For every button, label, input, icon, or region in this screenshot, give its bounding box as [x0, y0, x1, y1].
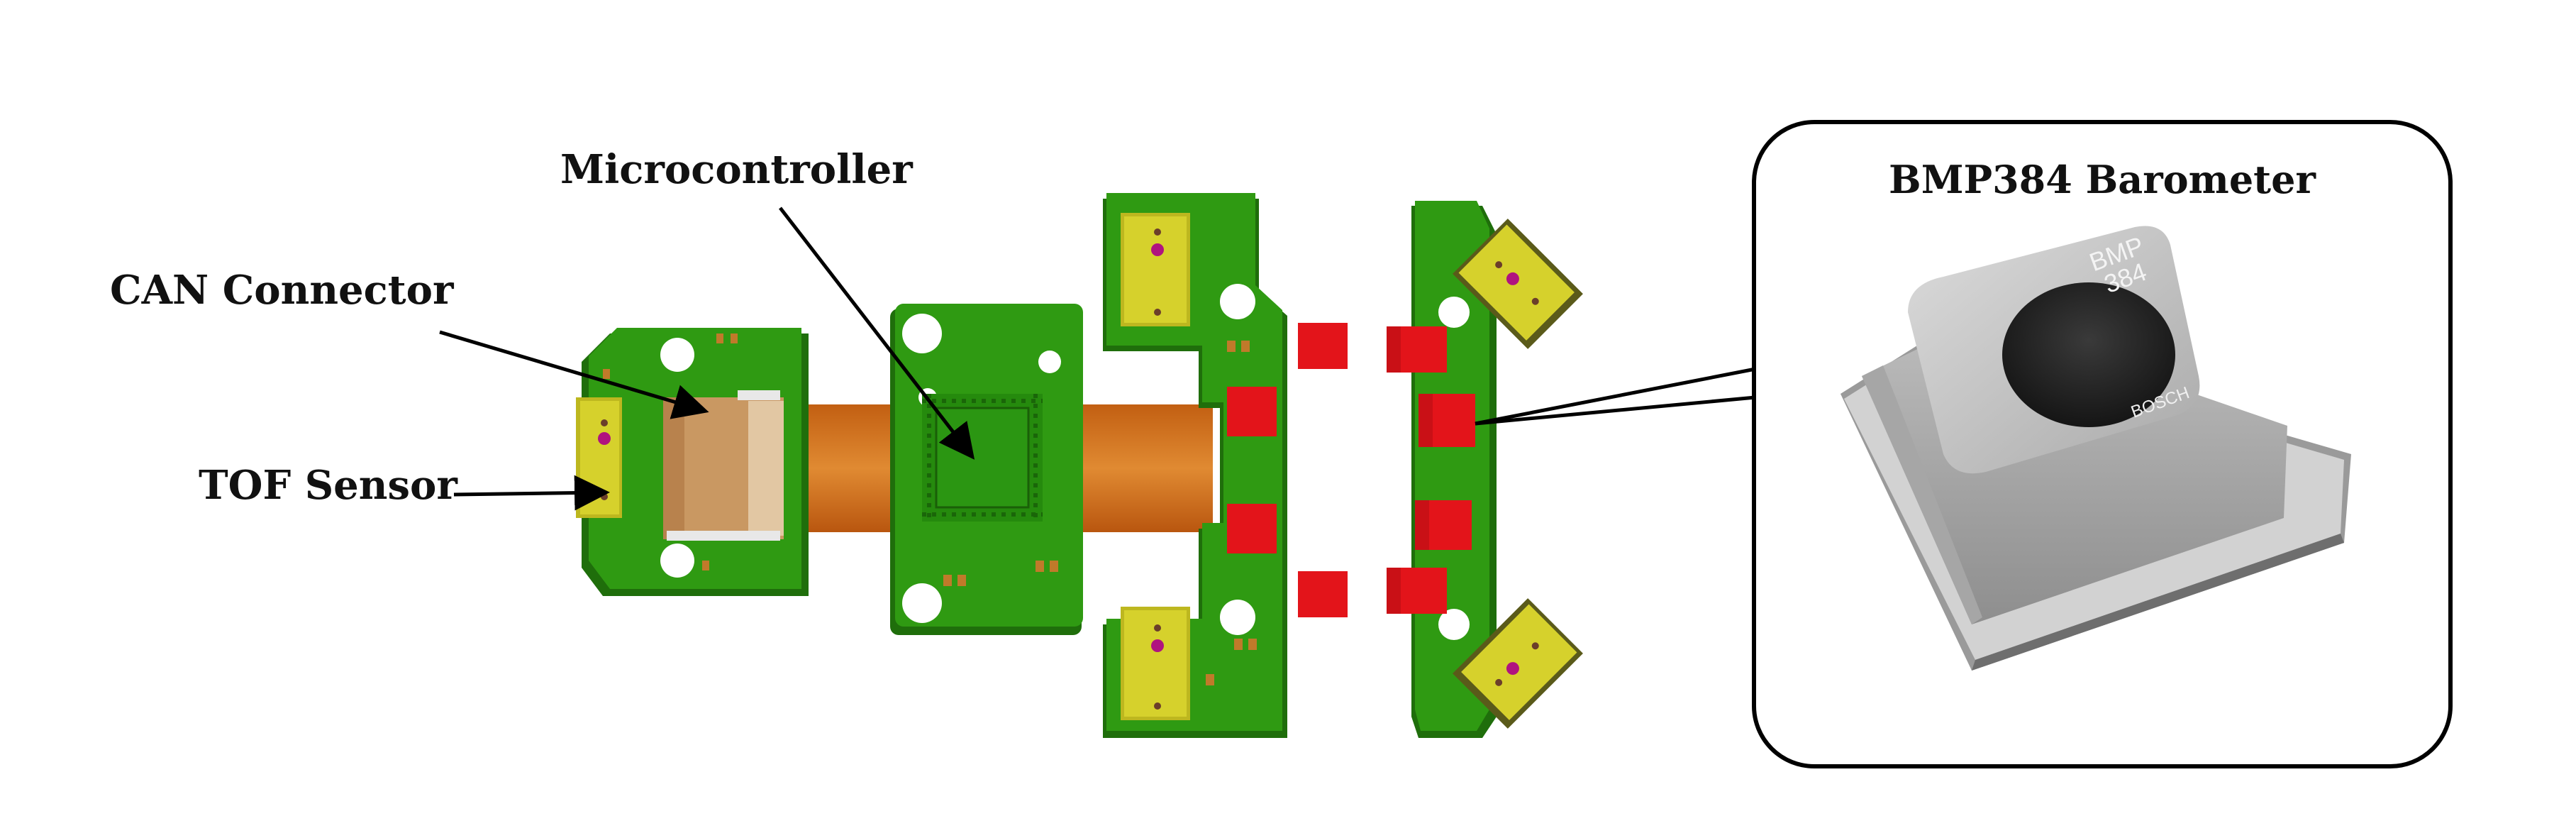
label-microcontroller: Microcontroller — [560, 146, 914, 193]
callout-line-lower — [1475, 395, 1756, 426]
flex-cable-left — [794, 404, 908, 532]
barometer-title: BMP384 Barometer — [1889, 157, 2316, 202]
red-component — [1298, 323, 1348, 369]
red-component — [1298, 571, 1348, 617]
label-can-connector: CAN Connector — [110, 267, 455, 314]
barometer-port — [2002, 282, 2175, 427]
arrow-can-connector — [439, 330, 709, 419]
red-component — [1227, 387, 1277, 436]
tof-sensor-top — [1121, 213, 1190, 326]
arrow-tof-sensor — [453, 475, 610, 511]
pcb-assembly — [576, 193, 1583, 738]
tof-sensor-bottom — [1121, 607, 1190, 720]
label-tof-sensor: TOF Sensor — [199, 462, 458, 509]
tof-sensor-angled-bottom — [1453, 598, 1583, 729]
tof-sensor — [576, 397, 622, 518]
red-component — [1227, 504, 1277, 553]
side-board — [1387, 201, 1583, 738]
bmp384-chip: BMP 384 BOSCH — [1841, 226, 2351, 671]
tof-sensor-angled-top — [1453, 219, 1583, 349]
arrow-microcontroller — [779, 206, 975, 460]
can-connector — [663, 390, 784, 541]
barometer-inset: BMP384 Barometer BMP 384 BOSCH — [1752, 120, 2453, 768]
left-board — [576, 328, 809, 596]
callout-line-upper — [1475, 367, 1756, 426]
microcontroller-board — [890, 304, 1083, 635]
cross-board — [1103, 193, 1383, 738]
flex-cable-middle — [1078, 404, 1213, 532]
